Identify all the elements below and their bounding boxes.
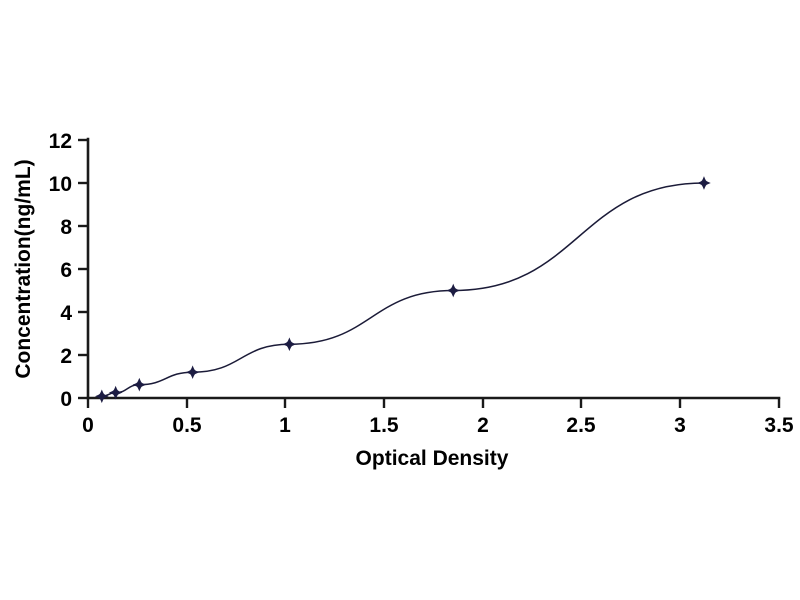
y-axis-tick-labels: 0 2 4 6 8 10 12 [49,130,73,411]
data-point-marker [94,389,109,404]
series-line [101,182,704,398]
y-tick-label-8: 8 [60,216,72,239]
x-axis-tick-labels: 0 0.5 1 1.5 2 2.5 3 3.5 [82,414,794,437]
x-tick-label-0: 0 [82,414,94,437]
data-point-marker [446,283,461,298]
x-tick-label-2: 2 [477,414,489,437]
y-tick-label-10: 10 [49,173,72,196]
y-tick-label-4: 4 [60,302,72,325]
x-tick-label-1p5: 1.5 [369,414,399,437]
x-tick-label-3: 3 [674,414,686,437]
series-0 [94,176,711,404]
x-axis-title: Optical Density [356,447,509,470]
y-tick-label-0: 0 [60,388,72,411]
y-tick-label-12: 12 [49,130,72,153]
y-tick-label-6: 6 [60,259,72,282]
data-point-marker [108,385,123,400]
y-tick-label-2: 2 [60,345,72,368]
x-tick-label-1: 1 [279,414,291,437]
data-point-marker [697,176,711,190]
data-point-marker [185,365,200,380]
y-axis-ticks [78,138,88,400]
data-series-layer [94,176,711,404]
x-axis-ticks [86,398,781,408]
y-axis-title: Concentration(ng/mL) [12,159,35,378]
x-tick-label-2p5: 2.5 [566,414,596,437]
data-point-marker [282,337,297,352]
x-tick-label-3p5: 3.5 [764,414,794,437]
data-point-marker [132,377,147,392]
x-tick-label-0p5: 0.5 [172,414,202,437]
